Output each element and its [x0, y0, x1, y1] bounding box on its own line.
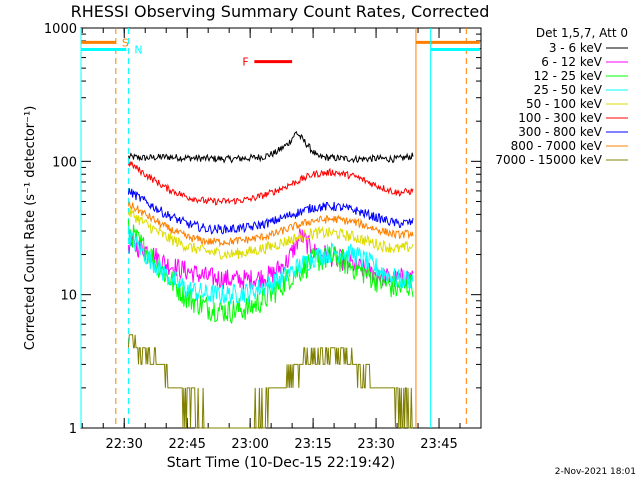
legend-item-label: 7000 - 15000 keV: [495, 153, 602, 167]
y-tick-label: 10: [60, 289, 77, 304]
date-stamp: 2-Nov-2021 18:01: [555, 467, 636, 477]
series-group: [127, 130, 414, 429]
x-tick-label: 23:15: [294, 437, 331, 452]
legend-item-label: 300 - 800 keV: [518, 125, 602, 139]
legend-item-label: 100 - 300 keV: [518, 111, 602, 125]
legend-title: Det 1,5,7, Att 0: [536, 26, 628, 40]
x-tick-label: 22:45: [168, 437, 205, 452]
saa-marker-label: S: [122, 36, 129, 49]
series-line: [127, 201, 414, 248]
series-line: [127, 206, 414, 260]
legend-item-label: 3 - 6 keV: [549, 41, 603, 55]
y-tick-label: 1000: [44, 22, 77, 37]
night-marker-label: N: [134, 43, 142, 56]
state-markers: SN F: [80, 28, 480, 428]
y-tick-label: 1: [69, 422, 77, 437]
x-tick-label: 23:30: [357, 437, 394, 452]
x-tick-label: 23:00: [231, 437, 268, 452]
x-tick-label: 22:30: [105, 437, 142, 452]
y-axis: 1 10 100 1000: [44, 22, 481, 437]
y-tick-label: 100: [52, 155, 77, 170]
x-axis: 22:30 22:45 23:00 23:15 23:30 23:45: [81, 28, 482, 452]
legend-item-label: 6 - 12 keV: [541, 55, 603, 69]
legend-item-label: 25 - 50 keV: [534, 83, 603, 97]
series-line: [127, 130, 414, 164]
series-line: [127, 226, 414, 305]
x-axis-label: Start Time (10-Dec-15 22:19:42): [167, 455, 395, 471]
flare-marker-label: F: [242, 56, 248, 69]
x-tick-label: 23:45: [420, 437, 457, 452]
series-line: [127, 334, 413, 429]
series-line: [127, 188, 414, 235]
series-line: [127, 161, 414, 206]
series-line: [127, 219, 414, 325]
chart-title: RHESSI Observing Summary Count Rates, Co…: [71, 2, 490, 21]
legend-item-label: 800 - 7000 keV: [511, 139, 603, 153]
legend-item-label: 50 - 100 keV: [526, 97, 603, 111]
y-axis-label: Corrected Count Rate (s⁻¹ detector⁻¹): [23, 106, 38, 351]
legend-item-label: 12 - 25 keV: [534, 69, 603, 83]
